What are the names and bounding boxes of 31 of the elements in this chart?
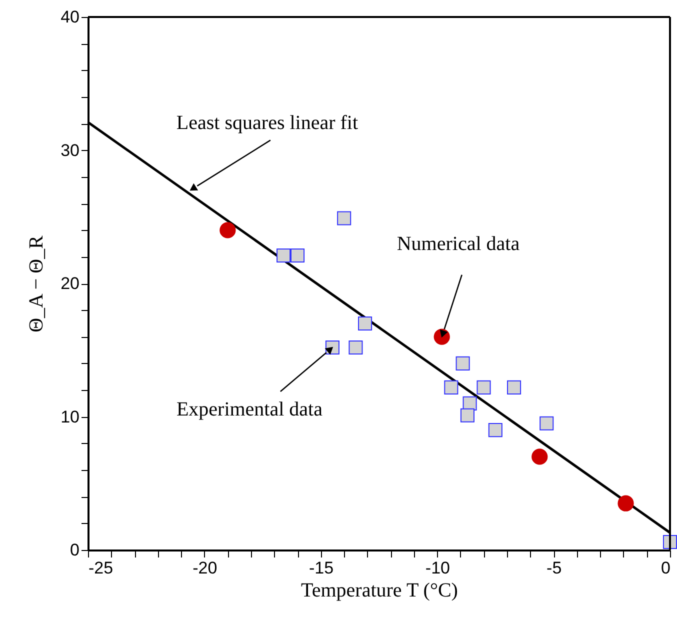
point bbox=[456, 356, 470, 370]
point bbox=[476, 380, 491, 394]
point bbox=[618, 495, 634, 512]
point bbox=[540, 416, 554, 430]
point bbox=[220, 222, 236, 238]
x-tick-label: 0 bbox=[661, 558, 670, 578]
x-tick-label: -10 bbox=[425, 558, 450, 578]
y-tick-label: 40 bbox=[60, 8, 80, 26]
y-tick-label: 10 bbox=[60, 407, 80, 426]
point bbox=[358, 316, 372, 330]
point bbox=[532, 448, 548, 465]
annotation: Numerical data bbox=[396, 232, 520, 255]
point bbox=[290, 248, 305, 263]
y-axis-title: Θ_A − Θ_R bbox=[26, 234, 48, 332]
annotation: Least squares linear fit bbox=[176, 112, 358, 134]
x-tick-label: -25 bbox=[88, 558, 114, 578]
point bbox=[460, 408, 474, 422]
x-axis-title: Temperature T (°C) bbox=[301, 580, 458, 602]
point bbox=[337, 211, 352, 226]
x-tick-label: -20 bbox=[192, 558, 218, 578]
point bbox=[488, 423, 502, 438]
point bbox=[276, 248, 291, 263]
y-tick-label: 0 bbox=[70, 540, 80, 560]
point bbox=[444, 380, 458, 394]
point bbox=[348, 340, 363, 354]
x-tick-label: -15 bbox=[309, 558, 334, 578]
y-tick-label: 30 bbox=[60, 140, 80, 160]
point bbox=[507, 380, 522, 394]
x-tick-label: -5 bbox=[546, 558, 562, 578]
annotation: Experimental data bbox=[176, 398, 323, 420]
y-tick-label: 20 bbox=[60, 274, 80, 293]
